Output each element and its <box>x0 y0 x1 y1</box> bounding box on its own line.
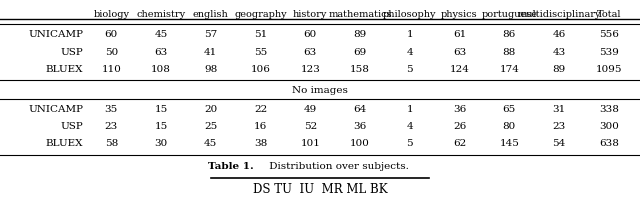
Text: UNICAMP: UNICAMP <box>28 104 83 113</box>
Text: philosophy: philosophy <box>383 10 436 19</box>
Text: 338: 338 <box>599 104 619 113</box>
Text: 38: 38 <box>254 138 267 147</box>
Text: Table 1.: Table 1. <box>207 161 253 170</box>
Text: 58: 58 <box>105 138 118 147</box>
Text: 23: 23 <box>552 121 566 130</box>
Text: 89: 89 <box>552 65 566 74</box>
Text: 88: 88 <box>502 47 516 56</box>
Text: 89: 89 <box>353 30 367 39</box>
Text: chemistry: chemistry <box>136 10 186 19</box>
Text: 110: 110 <box>101 65 121 74</box>
Text: 26: 26 <box>453 121 466 130</box>
Text: 46: 46 <box>552 30 566 39</box>
Text: 539: 539 <box>599 47 619 56</box>
Text: 60: 60 <box>105 30 118 39</box>
Text: 80: 80 <box>502 121 516 130</box>
Text: 158: 158 <box>350 65 370 74</box>
Text: 86: 86 <box>502 30 516 39</box>
Text: 108: 108 <box>151 65 171 74</box>
Text: 57: 57 <box>204 30 218 39</box>
Text: 65: 65 <box>502 104 516 113</box>
Text: 124: 124 <box>449 65 469 74</box>
Text: 41: 41 <box>204 47 218 56</box>
Text: 36: 36 <box>453 104 466 113</box>
Text: 300: 300 <box>599 121 619 130</box>
Text: 63: 63 <box>303 47 317 56</box>
Text: UNICAMP: UNICAMP <box>28 30 83 39</box>
Text: 100: 100 <box>350 138 370 147</box>
Text: 54: 54 <box>552 138 566 147</box>
Text: 1095: 1095 <box>595 65 622 74</box>
Text: 49: 49 <box>303 104 317 113</box>
Text: 35: 35 <box>105 104 118 113</box>
Text: BLUEX: BLUEX <box>45 65 83 74</box>
Text: physics: physics <box>441 10 478 19</box>
Text: USP: USP <box>60 121 83 130</box>
Text: 30: 30 <box>154 138 168 147</box>
Text: 22: 22 <box>254 104 267 113</box>
Text: USP: USP <box>60 47 83 56</box>
Text: geography: geography <box>234 10 287 19</box>
Text: Distribution over subjects.: Distribution over subjects. <box>266 161 408 170</box>
Text: Total: Total <box>596 10 621 19</box>
Text: 123: 123 <box>300 65 320 74</box>
Text: 4: 4 <box>406 47 413 56</box>
Text: portuguese: portuguese <box>481 10 537 19</box>
Text: 145: 145 <box>499 138 519 147</box>
Text: 5: 5 <box>406 138 413 147</box>
Text: 16: 16 <box>254 121 267 130</box>
Text: 5: 5 <box>406 65 413 74</box>
Text: 106: 106 <box>251 65 271 74</box>
Text: BLUEX: BLUEX <box>45 138 83 147</box>
Text: 15: 15 <box>154 104 168 113</box>
Text: 63: 63 <box>154 47 168 56</box>
Text: 50: 50 <box>105 47 118 56</box>
Text: 23: 23 <box>105 121 118 130</box>
Text: 62: 62 <box>453 138 466 147</box>
Text: 1: 1 <box>406 30 413 39</box>
Text: 63: 63 <box>453 47 466 56</box>
Text: 51: 51 <box>254 30 267 39</box>
Text: 25: 25 <box>204 121 218 130</box>
Text: history: history <box>293 10 328 19</box>
Text: DS TU  IU  MR ML BK: DS TU IU MR ML BK <box>253 182 387 195</box>
Text: 174: 174 <box>499 65 519 74</box>
Text: mathematics: mathematics <box>328 10 392 19</box>
Text: 36: 36 <box>353 121 367 130</box>
Text: 15: 15 <box>154 121 168 130</box>
Text: 4: 4 <box>406 121 413 130</box>
Text: multidisciplinary: multidisciplinary <box>517 10 601 19</box>
Text: 45: 45 <box>154 30 168 39</box>
Text: 69: 69 <box>353 47 367 56</box>
Text: 20: 20 <box>204 104 218 113</box>
Text: 61: 61 <box>453 30 466 39</box>
Text: 52: 52 <box>303 121 317 130</box>
Text: 43: 43 <box>552 47 566 56</box>
Text: 638: 638 <box>599 138 619 147</box>
Text: 101: 101 <box>300 138 320 147</box>
Text: 64: 64 <box>353 104 367 113</box>
Text: 31: 31 <box>552 104 566 113</box>
Text: 556: 556 <box>599 30 619 39</box>
Text: 60: 60 <box>303 30 317 39</box>
Text: No images: No images <box>292 86 348 95</box>
Text: 55: 55 <box>254 47 267 56</box>
Text: 1: 1 <box>406 104 413 113</box>
Text: 45: 45 <box>204 138 218 147</box>
Text: 98: 98 <box>204 65 218 74</box>
Text: biology: biology <box>93 10 129 19</box>
Text: english: english <box>193 10 228 19</box>
